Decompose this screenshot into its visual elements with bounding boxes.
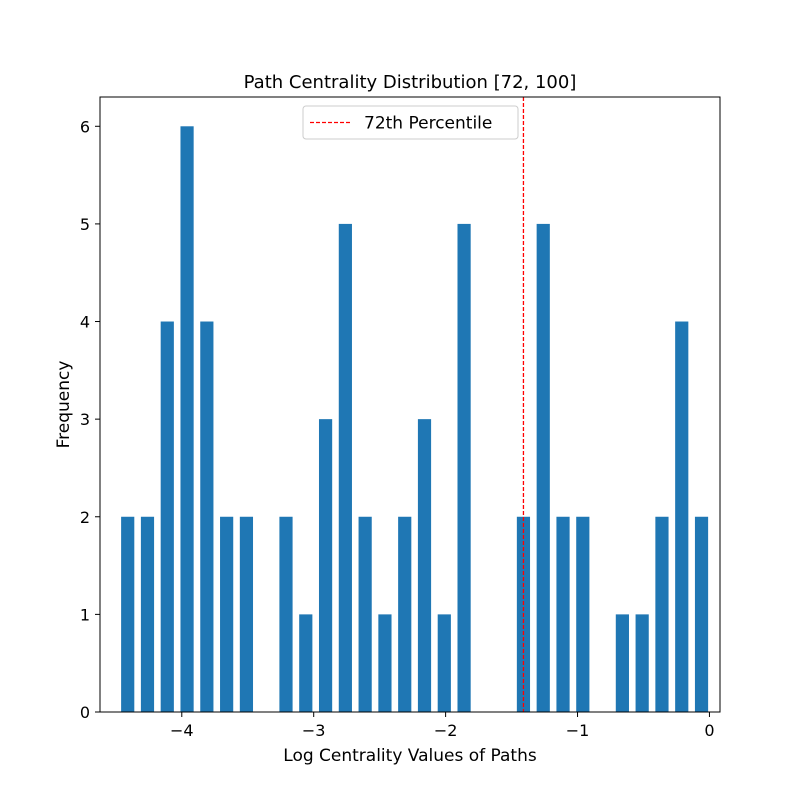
bar-20 [576, 516, 590, 712]
x-tick-label-4: 0 [704, 721, 714, 740]
bar-8 [299, 614, 313, 712]
bar-12 [378, 614, 392, 712]
bar-15 [437, 614, 451, 712]
bar-7 [279, 516, 293, 712]
y-tick-label-0: 0 [80, 703, 90, 722]
bar-4 [200, 321, 214, 712]
bar-2 [160, 321, 174, 712]
bar-11 [358, 516, 372, 712]
bar-10 [338, 223, 352, 712]
x-axis-ticks: −4 −3 −2 −1 0 [170, 712, 715, 740]
legend-reference-line-label: 72th Percentile [364, 114, 492, 134]
bar-19 [556, 516, 570, 712]
bar-16 [457, 223, 471, 712]
x-tick-label-0: −4 [170, 721, 194, 740]
bar-14 [417, 419, 432, 712]
bars-group [121, 126, 709, 713]
x-tick-label-1: −3 [302, 721, 326, 740]
x-tick-label-3: −1 [566, 721, 590, 740]
bar-18 [536, 223, 550, 712]
bar-3 [180, 126, 194, 713]
y-tick-label-3: 3 [80, 410, 90, 429]
legend: 72th Percentile [302, 105, 519, 140]
chart-title: Path Centrality Distribution [72, 100] [244, 72, 577, 93]
bar-5 [220, 516, 234, 712]
bar-1 [140, 516, 155, 712]
legend-box [302, 105, 519, 140]
y-tick-label-5: 5 [80, 215, 90, 234]
bar-9 [318, 419, 333, 712]
y-tick-label-2: 2 [80, 508, 90, 527]
y-axis-ticks: 0 1 2 3 4 5 6 [80, 117, 100, 722]
plot-frame [99, 96, 721, 713]
bar-6 [239, 516, 254, 712]
y-tick-label-1: 1 [80, 605, 90, 624]
y-axis-label: Frequency [54, 361, 74, 449]
bar-23 [655, 516, 669, 712]
x-axis-label: Log Centrality Values of Paths [283, 746, 537, 766]
bar-24 [675, 321, 689, 712]
bar-21 [615, 614, 629, 712]
bar-25 [694, 516, 709, 712]
bar-13 [398, 516, 412, 712]
x-tick-label-2: −2 [434, 721, 458, 740]
y-tick-label-6: 6 [80, 117, 90, 136]
bar-22 [635, 614, 649, 712]
bar-0 [121, 516, 135, 712]
y-tick-label-4: 4 [80, 313, 90, 332]
